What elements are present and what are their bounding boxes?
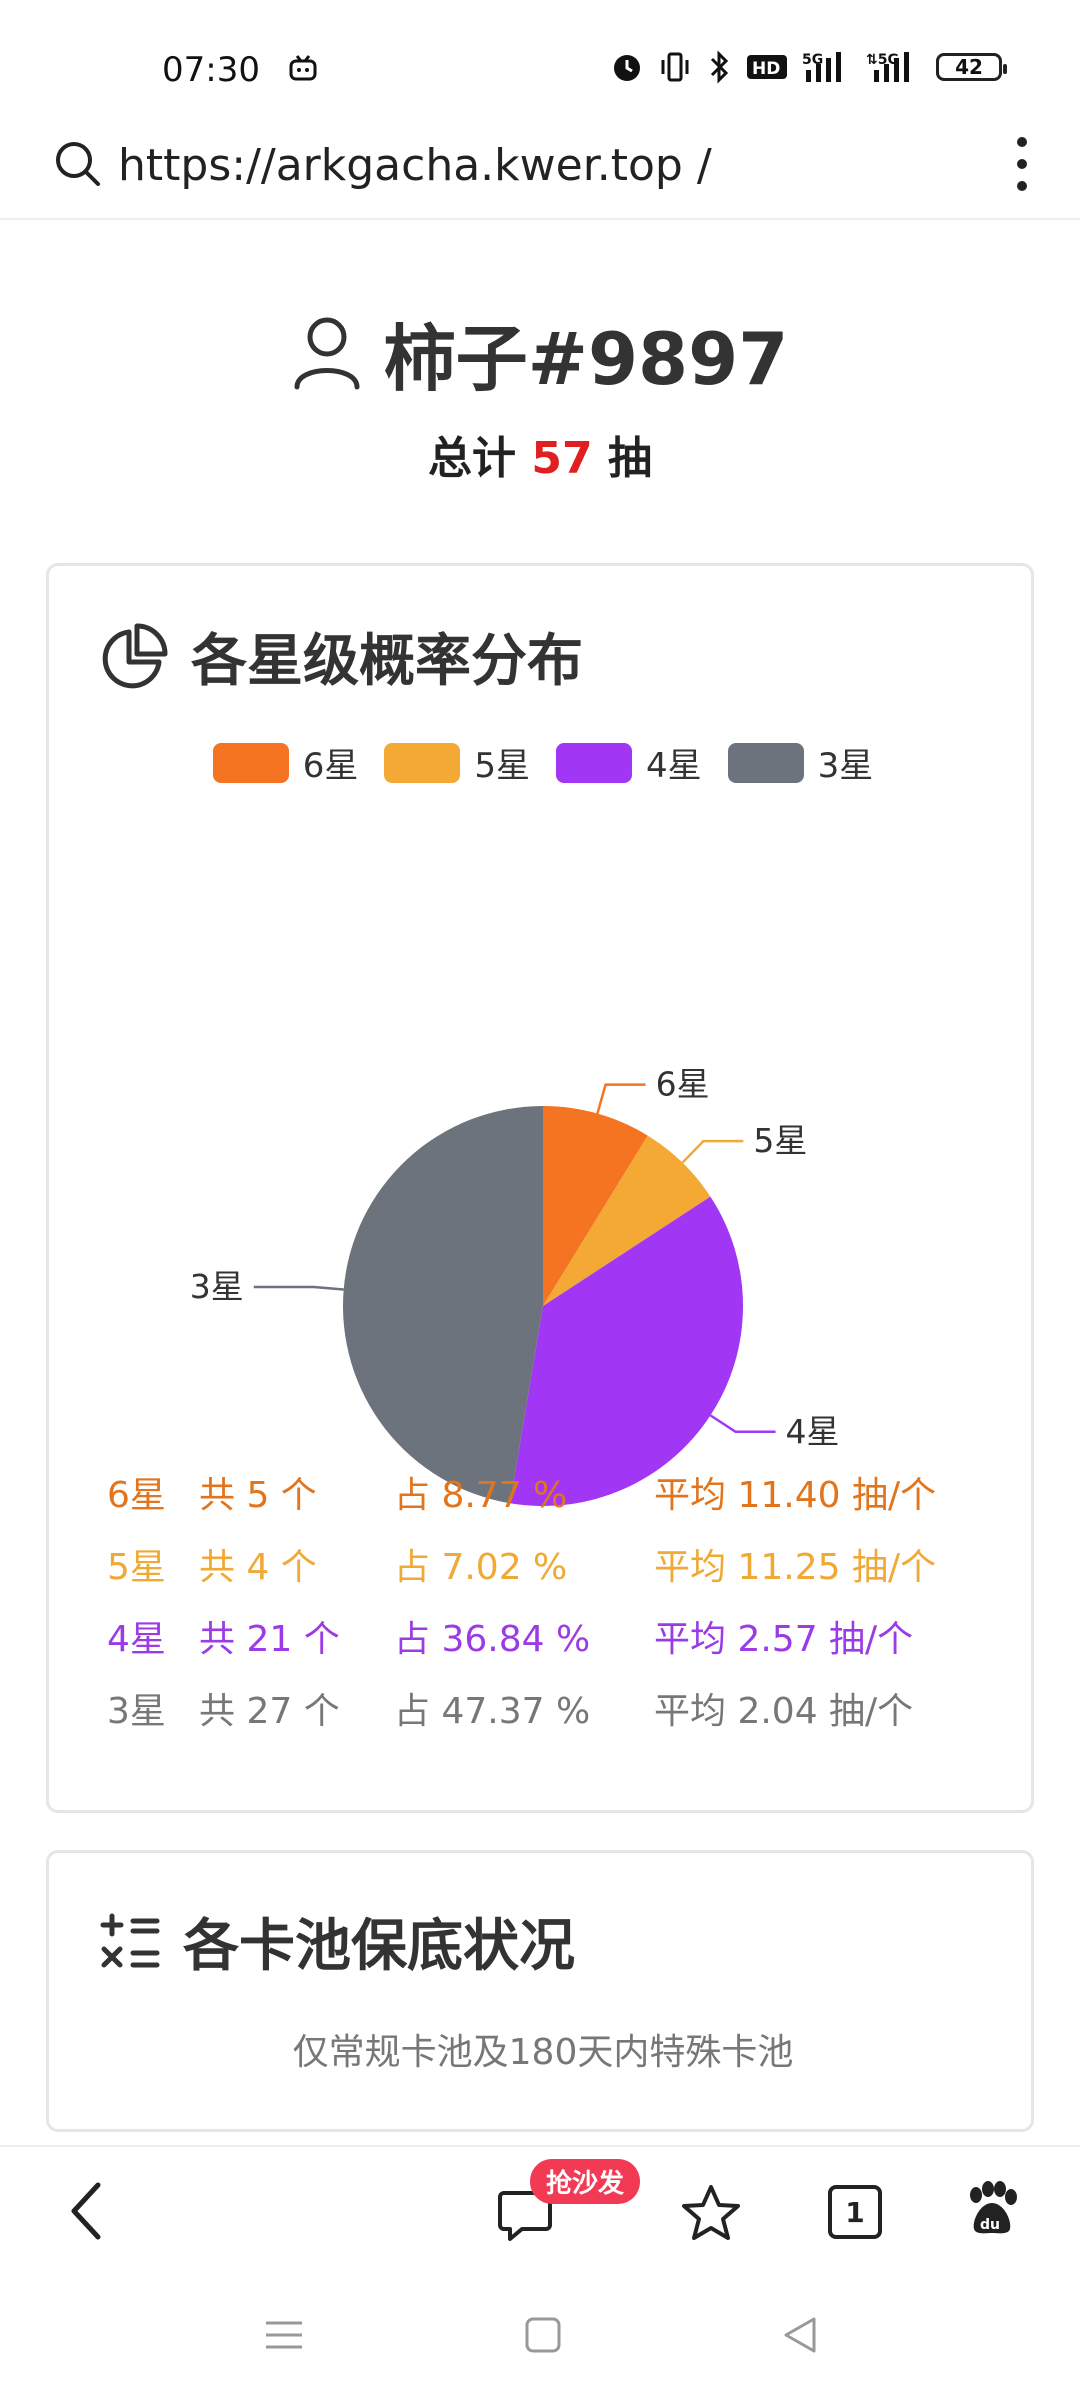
- stat-count: 共 4 个: [199, 1547, 317, 1588]
- pie-slice[interactable]: [543, 1106, 648, 1306]
- chart-legend: 6星 5星 4星 3星: [49, 738, 1037, 787]
- signal-5g-icon-2: ⇅5G: [866, 52, 909, 82]
- status-icons: HD 5G ⇅5G 42: [610, 50, 1007, 84]
- stat-pct: 占 7.02 %: [394, 1547, 568, 1588]
- pie-chart-icon: [102, 623, 168, 688]
- pity-title: 各卡池保底状况: [183, 1914, 575, 1979]
- pity-subtitle: 仅常规卡池及180天内特殊卡池: [292, 2032, 794, 2073]
- legend-swatch: [212, 742, 289, 783]
- pie-slice[interactable]: [510, 1196, 743, 1506]
- legend-item[interactable]: 4星: [556, 738, 702, 787]
- stat-avg: 平均 2.57 抽/个: [654, 1619, 914, 1660]
- status-bar: 07:30 HD 5G ⇅5G 42: [0, 0, 1080, 120]
- hd-icon: HD: [747, 55, 787, 79]
- bluetooth-icon: [710, 50, 729, 84]
- stat-count: 共 27 个: [199, 1691, 340, 1732]
- pie-label: 5星: [753, 1121, 807, 1160]
- total-suffix: 抽: [607, 433, 652, 484]
- pie-label: 4星: [786, 1412, 840, 1451]
- signal-5g-icon: 5G: [802, 52, 841, 82]
- distribution-title: 各星级概率分布: [191, 629, 583, 694]
- more-menu-icon[interactable]: [1010, 134, 1034, 194]
- pie-chart: 6星 5星 4星 3星: [190, 1065, 840, 1506]
- vibrate-icon: [661, 52, 689, 82]
- legend-item[interactable]: 5星: [384, 738, 530, 787]
- stat-star: 6星: [107, 1475, 166, 1516]
- pie-slice[interactable]: [543, 1135, 711, 1306]
- user-header: 柿子#9897: [0, 300, 1080, 405]
- stat-star: 4星: [107, 1619, 166, 1660]
- stat-row: 5星共 4 个 占 7.02 % 平均 11.25 抽/个: [49, 1538, 1037, 1598]
- calculator-icon: [100, 1913, 160, 1967]
- stat-pct: 占 36.84 %: [394, 1619, 591, 1660]
- total-prefix: 总计: [428, 433, 517, 484]
- total-value: 57: [531, 433, 593, 484]
- search-icon[interactable]: [52, 138, 104, 190]
- tabs-button[interactable]: 1: [828, 2185, 882, 2239]
- pie-leader-line: [253, 1285, 344, 1291]
- legend-swatch: [556, 742, 632, 783]
- comment-badge[interactable]: 抢沙发: [530, 2159, 641, 2204]
- url-text[interactable]: https://arkgacha.kwer.top /: [118, 140, 712, 191]
- user-icon: [294, 317, 360, 389]
- browser-toolbar: 抢沙发 1 du: [0, 2145, 1080, 2275]
- legend-swatch: [384, 742, 461, 783]
- nav-back-icon[interactable]: [780, 2315, 820, 2355]
- pity-card: 各卡池保底状况 仅常规卡池及180天内特殊卡池: [46, 1850, 1034, 2132]
- stat-avg: 平均 11.25 抽/个: [654, 1547, 937, 1588]
- pity-title-row: 各卡池保底状况: [99, 1901, 575, 1982]
- legend-label: 5星: [474, 746, 530, 786]
- system-nav-bar: [0, 2275, 1080, 2400]
- stat-pct: 占 8.77 %: [394, 1475, 568, 1516]
- stat-star: 3星: [107, 1691, 166, 1732]
- stat-star: 5星: [107, 1547, 166, 1588]
- alarm-icon: [614, 55, 640, 81]
- menu-icon[interactable]: [264, 2315, 304, 2355]
- stat-row: 6星共 5 个 占 8.77 % 平均 11.40 抽/个: [49, 1466, 1037, 1526]
- battery-level: 42: [955, 55, 983, 79]
- svg-text:du: du: [980, 2217, 1000, 2233]
- pie-slice[interactable]: [343, 1106, 543, 1504]
- svg-text:⇅5G: ⇅5G: [866, 52, 899, 68]
- total-pulls: 总计 57 抽: [0, 422, 1080, 486]
- stat-avg: 平均 2.04 抽/个: [654, 1691, 914, 1732]
- battery-icon: 42: [936, 53, 1007, 81]
- user-name: 柿子#9897: [383, 317, 789, 401]
- distribution-title-row: 各星级概率分布: [99, 616, 583, 697]
- url-bar[interactable]: https://arkgacha.kwer.top /: [0, 120, 1080, 220]
- legend-label: 3星: [817, 746, 874, 786]
- stat-avg: 平均 11.40 抽/个: [654, 1475, 937, 1516]
- legend-label: 6星: [302, 746, 359, 786]
- pie-label: 3星: [190, 1267, 244, 1306]
- home-icon[interactable]: [524, 2315, 562, 2355]
- pie-leader-line: [596, 1083, 646, 1114]
- tv-icon: [289, 55, 317, 81]
- stat-count: 共 5 个: [199, 1475, 317, 1516]
- baidu-paw-icon[interactable]: du: [966, 2181, 1018, 2237]
- legend-label: 4星: [646, 746, 702, 786]
- stat-row: 4星共 21 个 占 36.84 % 平均 2.57 抽/个: [49, 1610, 1037, 1670]
- legend-item[interactable]: 6星: [212, 738, 359, 787]
- distribution-card: 各星级概率分布 6星 5星 4星 3星 6星 5星 4星 3星 6星共 5 个占 8.77 …: [46, 563, 1034, 1813]
- legend-item[interactable]: 3星: [727, 738, 874, 787]
- tab-count: 1: [845, 2195, 865, 2229]
- stat-row: 3星共 27 个 占 47.37 % 平均 2.04 抽/个: [49, 1682, 1037, 1742]
- stat-pct: 占 47.37 %: [394, 1691, 591, 1732]
- pie-label: 6星: [656, 1065, 710, 1104]
- stat-count: 共 21 个: [199, 1619, 340, 1660]
- svg-text:HD: HD: [752, 59, 780, 79]
- status-time: 07:30: [162, 50, 260, 90]
- pie-leader-line: [681, 1139, 744, 1164]
- back-icon[interactable]: [66, 2179, 106, 2243]
- legend-swatch: [727, 742, 804, 783]
- star-icon[interactable]: [680, 2183, 742, 2243]
- pie-leader-line: [709, 1414, 776, 1434]
